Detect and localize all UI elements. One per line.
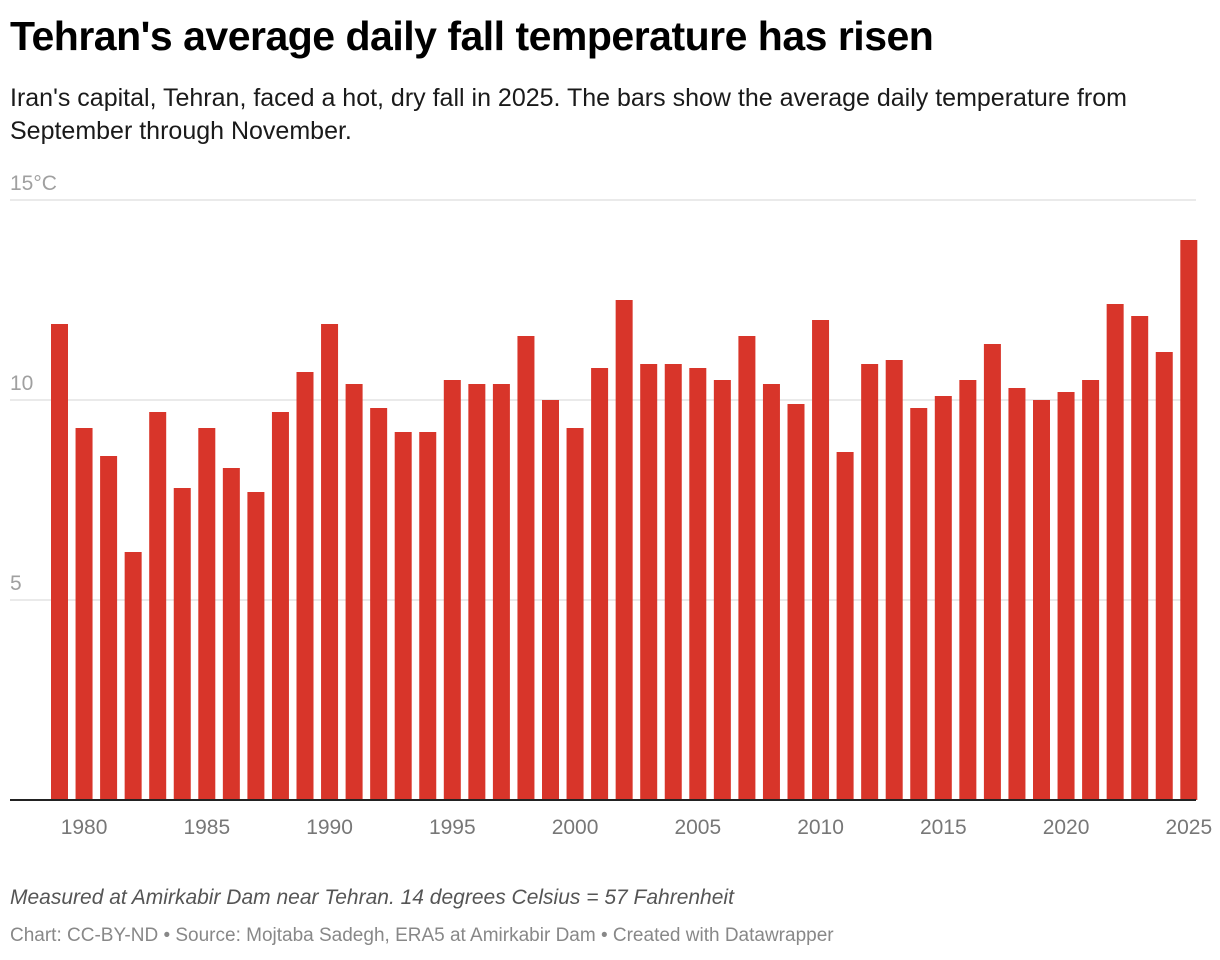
bar-1981	[100, 456, 118, 800]
bar-1985	[198, 428, 216, 800]
bar-1989	[296, 372, 314, 800]
y-tick-label: 15°C	[10, 172, 57, 195]
bar-2023	[1131, 316, 1149, 800]
bar-1992	[370, 408, 388, 800]
bar-2011	[836, 452, 854, 800]
y-tick-label: 10	[10, 372, 33, 395]
bar-2006	[713, 380, 731, 800]
bar-1987	[247, 492, 265, 800]
bar-2015	[934, 396, 952, 800]
bar-1983	[149, 412, 167, 800]
bar-2003	[640, 364, 658, 800]
bar-2017	[983, 344, 1001, 800]
bar-1995	[443, 380, 461, 800]
x-tick-label: 2000	[552, 816, 599, 839]
x-tick-label: 2020	[1043, 816, 1090, 839]
chart-subtitle: Iran's capital, Tehran, faced a hot, dry…	[10, 84, 1127, 145]
x-tick-label: 2025	[1165, 816, 1212, 839]
bar-1986	[222, 468, 240, 800]
bar-2018	[1008, 388, 1026, 800]
bar-2007	[738, 336, 756, 800]
bar-1982	[124, 552, 142, 800]
bar-2008	[762, 384, 780, 800]
bar-2009	[787, 404, 805, 800]
bar-1979	[51, 324, 68, 800]
x-tick-label: 1985	[183, 816, 230, 839]
bar-1990	[321, 324, 339, 800]
bar-2016	[959, 380, 977, 800]
bar-2005	[689, 368, 707, 800]
bar-2010	[812, 320, 830, 800]
bar-1999	[542, 400, 559, 800]
x-tick-label: 2010	[797, 816, 844, 839]
bar-2021	[1082, 380, 1100, 800]
x-tick-label: 1980	[61, 816, 108, 839]
chart-title: Tehran's average daily fall temperature …	[10, 13, 934, 59]
bar-1988	[271, 412, 289, 800]
bar-1991	[345, 384, 363, 800]
bar-1997	[492, 384, 510, 800]
bar-chart: 15°C 10 5 1980 1985 1990 1995 2000 2005 2010 2015 2…	[10, 172, 1212, 839]
bar-1984	[173, 488, 191, 800]
bar-1994	[419, 432, 437, 800]
bar-2004	[664, 364, 682, 800]
x-tick-label: 2005	[674, 816, 721, 839]
bar-2024	[1155, 352, 1173, 800]
x-tick-label: 1995	[429, 816, 476, 839]
y-tick-label: 5	[10, 572, 22, 595]
x-tick-label: 2015	[920, 816, 967, 839]
bar-1996	[468, 384, 486, 800]
bar-2019	[1033, 400, 1050, 800]
chart-credits: Chart: CC-BY-ND • Source: Mojtaba Sadegh…	[10, 925, 834, 946]
chart-note: Measured at Amirkabir Dam near Tehran. 1…	[10, 886, 734, 909]
bar-2002	[615, 300, 633, 800]
bar-2013	[885, 360, 903, 800]
bar-2001	[591, 368, 609, 800]
bar-2012	[861, 364, 879, 800]
bar-1993	[394, 432, 412, 800]
bar-2025	[1180, 240, 1198, 800]
bar-2020	[1057, 392, 1075, 800]
x-tick-label: 1990	[306, 816, 353, 839]
bar-1998	[517, 336, 535, 800]
bar-2014	[910, 408, 928, 800]
bar-2022	[1106, 304, 1124, 800]
bar-2000	[566, 428, 584, 800]
bar-1980	[75, 428, 93, 800]
